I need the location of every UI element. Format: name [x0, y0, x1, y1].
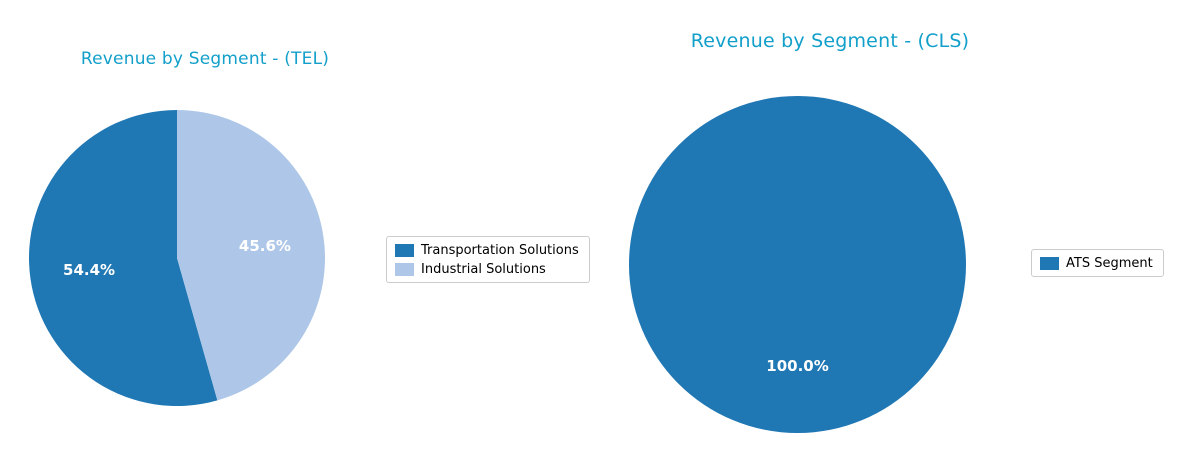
legend-swatch-transportation	[395, 243, 414, 257]
legend-swatch-industrial	[395, 262, 414, 276]
legend-cls: ATS Segment	[1031, 249, 1164, 277]
legend-item-transportation: Transportation Solutions	[395, 243, 579, 257]
legend-item-ats: ATS Segment	[1040, 256, 1153, 270]
pie-tel	[29, 110, 325, 406]
legend-item-industrial: Industrial Solutions	[395, 262, 579, 276]
legend-label-industrial: Industrial Solutions	[421, 262, 546, 277]
legend-label-ats: ATS Segment	[1066, 256, 1153, 271]
legend-label-transportation: Transportation Solutions	[421, 243, 579, 258]
chart-title-cls: Revenue by Segment - (CLS)	[690, 30, 970, 52]
legend-swatch-ats	[1040, 256, 1059, 270]
chart-title-tel: Revenue by Segment - (TEL)	[80, 49, 330, 69]
pie-cls	[629, 96, 966, 433]
legend-tel: Transportation Solutions Industrial Solu…	[386, 236, 590, 283]
